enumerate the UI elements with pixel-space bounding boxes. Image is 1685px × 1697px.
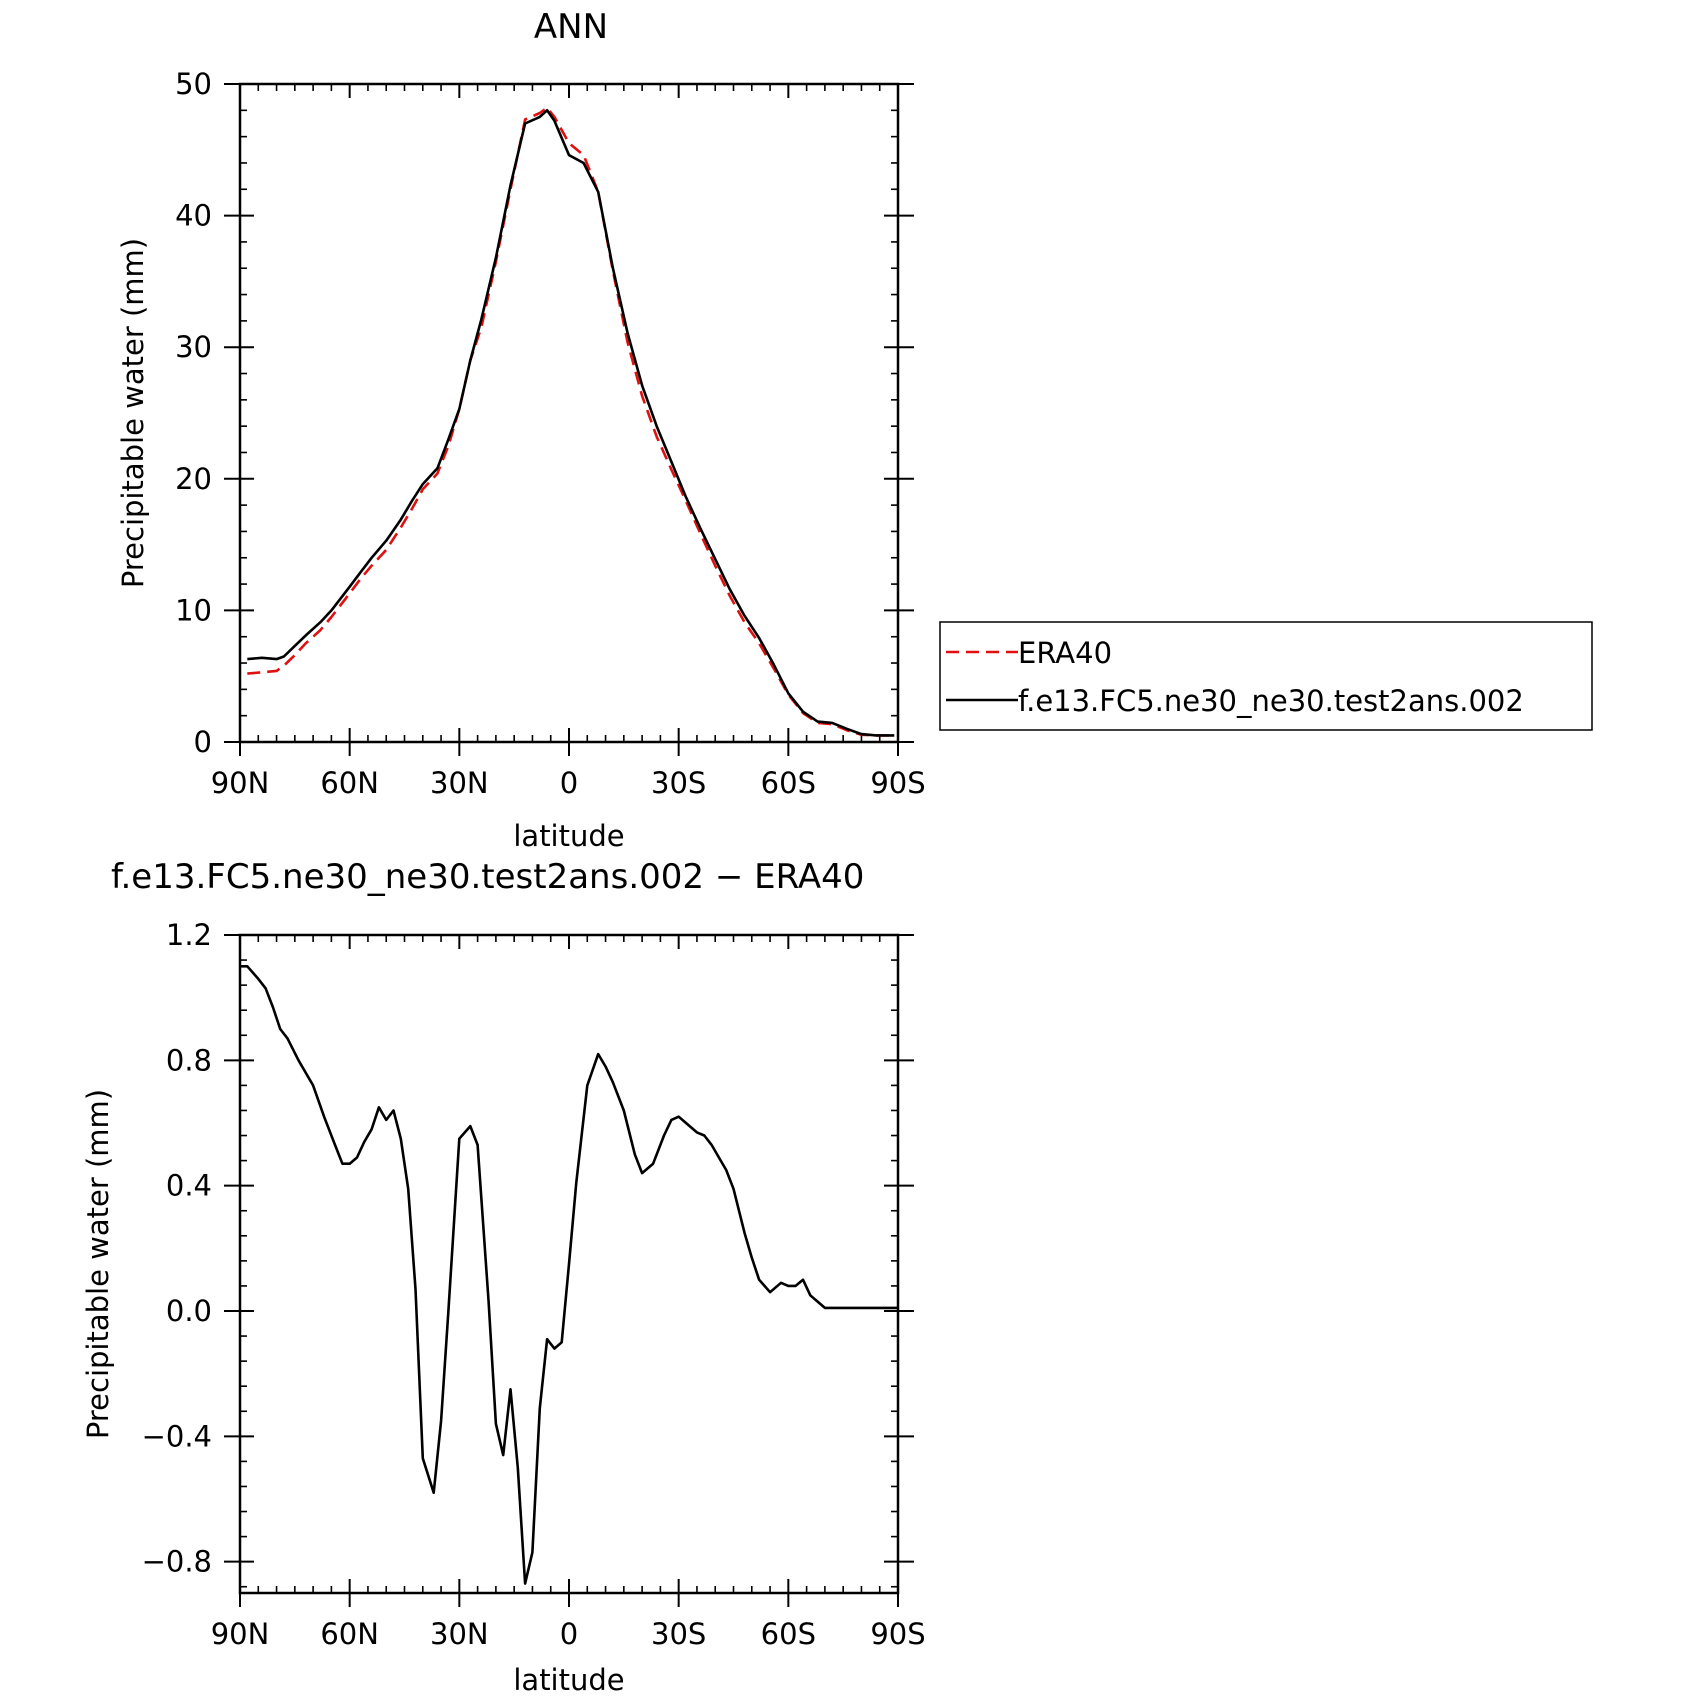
legend: ERA40 f.e13.FC5.ne30_ne30.test2ans.002 [939,621,1593,731]
top-tick-labels: 90N 60N 30N 0 30S 60S 90S 0 10 20 30 40 50 [175,67,926,800]
bottom-ytick-label: 1.2 [166,918,212,952]
top-ticks [224,83,914,756]
legend-model-label: f.e13.FC5.ne30_ne30.test2ans.002 [1018,684,1524,718]
top-ylabel: Precipitable water (mm) [116,238,150,588]
top-xtick-label: 60N [320,766,379,800]
top-ytick-label: 20 [175,462,212,496]
bottom-xtick-label: 30N [430,1617,489,1651]
bottom-xlabel: latitude [513,1663,624,1697]
top-ytick-label: 50 [175,67,212,101]
legend-box [939,621,1593,731]
bottom-ytick-label: −0.4 [142,1419,212,1453]
bottom-ytick-label: −0.8 [142,1545,212,1579]
top-series-line-0 [247,106,895,737]
bottom-series [240,964,898,1585]
top-xtick-label: 90N [211,766,270,800]
top-ytick-label: 10 [175,593,212,627]
bottom-xtick-label: 90N [211,1617,270,1651]
top-xlabel: latitude [513,819,624,853]
top-xtick-label: 60S [761,766,816,800]
bottom-ytick-label: 0.0 [166,1294,212,1328]
top-series [247,106,895,737]
top-plot-frame [238,82,900,744]
bottom-ytick-label: 0.4 [166,1169,212,1203]
top-xtick-label: 90S [870,766,925,800]
bottom-plot-frame [238,933,900,1595]
bottom-ylabel: Precipitable water (mm) [81,1089,115,1439]
top-ytick-label: 0 [194,725,212,759]
bottom-panel: f.e13.FC5.ne30_ne30.test2ans.002 − ERA40… [81,857,926,1697]
top-ytick-label: 40 [175,199,212,233]
bottom-xtick-label: 0 [560,1617,578,1651]
bottom-xtick-label: 60N [320,1617,379,1651]
bottom-title: f.e13.FC5.ne30_ne30.test2ans.002 − ERA40 [111,857,864,897]
bottom-xtick-label: 30S [651,1617,706,1651]
top-xtick-label: 0 [560,766,578,800]
bottom-tick-labels: 90N 60N 30N 0 30S 60S 90S −0.8 −0.4 0.0 0.4 0.8 1.2 [142,918,926,1651]
bottom-xtick-label: 60S [761,1617,816,1651]
top-title: ANN [534,7,608,47]
bottom-xtick-label: 90S [870,1617,925,1651]
bottom-series-line-0 [240,964,898,1585]
top-xtick-label: 30N [430,766,489,800]
top-panel: ANN 90N 60N 30N 0 30S 60S 90S 0 10 20 30 40 50 latit… [116,7,1593,853]
legend-era40-label: ERA40 [1018,636,1112,670]
top-series-line-1 [247,109,895,737]
top-ytick-label: 30 [175,330,212,364]
top-xtick-label: 30S [651,766,706,800]
bottom-ytick-label: 0.8 [166,1043,212,1077]
